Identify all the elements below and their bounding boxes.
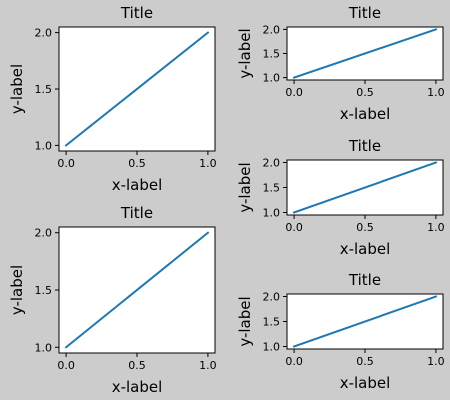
subplot-title: Title (348, 137, 381, 155)
x-tick-label: 0.0 (285, 221, 303, 234)
x-tick-label: 1.0 (199, 157, 217, 170)
y-tick-label: 2.0 (263, 291, 281, 304)
y-tick-label: 1.0 (263, 207, 281, 220)
y-tick-label: 1.5 (263, 182, 281, 195)
x-tick-label: 1.0 (427, 221, 445, 234)
x-tick-label: 0.0 (57, 359, 75, 372)
y-axis-label: y-label (236, 28, 254, 78)
series-line-1 (64, 231, 210, 349)
series-line-1 (292, 295, 438, 348)
subplot-4: 0.0 0.5 1.0 1.0 1.5 2.0 Title x-label y-label (236, 137, 445, 258)
y-tick-label: 1.5 (35, 83, 53, 96)
y-tick-label: 1.0 (35, 139, 53, 152)
y-axis-label: y-label (236, 162, 254, 212)
x-tick-label: 0.5 (356, 355, 374, 368)
subplot-5: 0.0 0.5 1.0 1.0 1.5 2.0 Title x-label y-label (236, 271, 445, 392)
x-tick-label: 0.5 (356, 221, 374, 234)
x-tick-label: 0.0 (285, 355, 303, 368)
y-tick-label: 1.0 (263, 72, 281, 85)
y-tick-label: 1.0 (263, 341, 281, 354)
subplot-title: Title (348, 4, 381, 22)
y-tick-label: 2.0 (263, 23, 281, 36)
x-axis-label: x-label (340, 374, 391, 392)
x-tick-label: 0.5 (356, 86, 374, 99)
series-line-1 (64, 31, 210, 147)
subplot-title: Title (120, 204, 153, 222)
y-axis-label: y-label (236, 296, 254, 346)
subplot-2: 0.0 0.5 1.0 1.0 1.5 2.0 Title x-label y-label (236, 4, 445, 123)
subplot-1: 0.0 0.5 1.0 1.0 1.5 2.0 Title x-label y-label (8, 4, 217, 194)
subplot-title: Title (348, 271, 381, 289)
y-axis-label: y-label (8, 265, 26, 315)
y-axis-label: y-label (8, 64, 26, 114)
y-tick-label: 2.0 (35, 227, 53, 240)
subplot-3: 0.0 0.5 1.0 1.0 1.5 2.0 Title x-label y-label (8, 204, 217, 396)
series-line-1 (292, 161, 438, 214)
y-tick-label: 2.0 (263, 157, 281, 170)
y-tick-label: 1.5 (263, 48, 281, 61)
x-tick-label: 0.0 (57, 157, 75, 170)
x-axis-label: x-label (112, 176, 163, 194)
x-tick-label: 0.5 (128, 157, 146, 170)
x-axis-label: x-label (112, 378, 163, 396)
subplot-title: Title (120, 4, 153, 22)
x-tick-label: 0.0 (285, 86, 303, 99)
series-line-1 (292, 28, 438, 79)
y-tick-label: 2.0 (35, 27, 53, 40)
y-tick-label: 1.5 (35, 284, 53, 297)
x-tick-label: 0.5 (128, 359, 146, 372)
x-axis-label: x-label (340, 240, 391, 258)
y-tick-label: 1.0 (35, 341, 53, 354)
x-tick-label: 1.0 (199, 359, 217, 372)
x-tick-label: 1.0 (427, 86, 445, 99)
y-tick-label: 1.5 (263, 316, 281, 329)
x-axis-label: x-label (340, 105, 391, 123)
x-tick-label: 1.0 (427, 355, 445, 368)
